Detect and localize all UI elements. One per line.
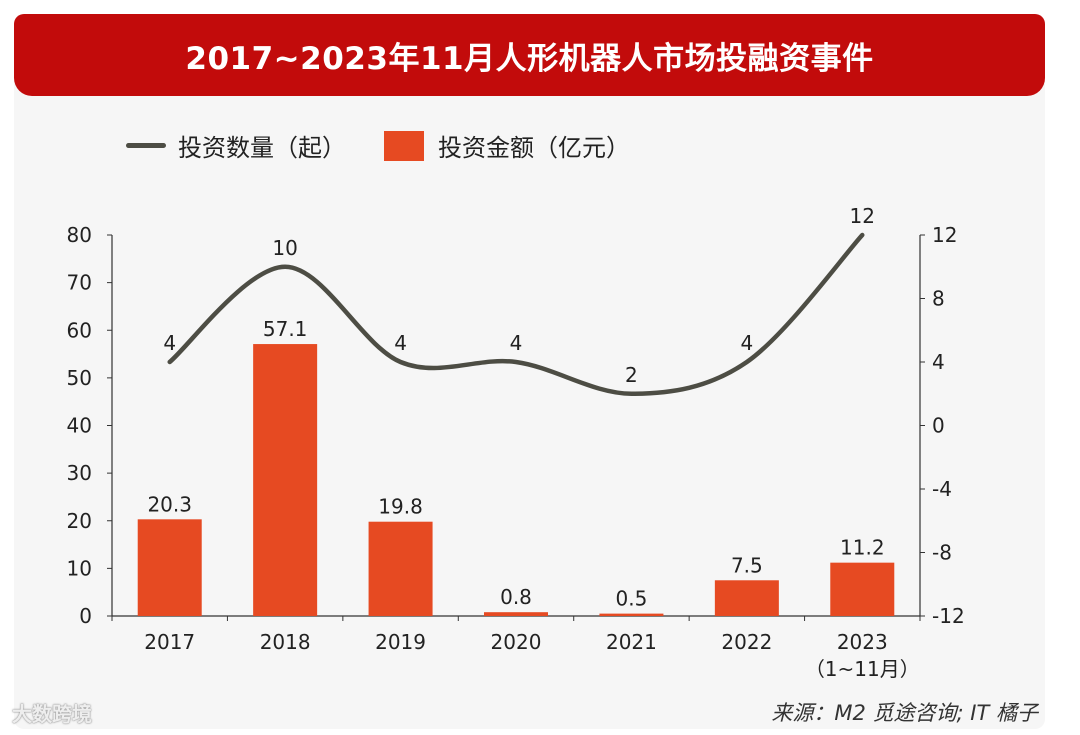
left-tick-label: 80	[67, 223, 92, 247]
bar	[368, 521, 433, 616]
bar	[830, 562, 895, 616]
x-tick-label: 2018	[260, 630, 311, 654]
right-tick-label: 12	[932, 223, 957, 247]
bar-value-label: 57.1	[263, 317, 308, 341]
left-tick-label: 40	[67, 414, 92, 438]
x-tick-label: 2022	[721, 630, 772, 654]
right-tick-label: 8	[932, 287, 945, 311]
line-value-label: 4	[163, 331, 176, 355]
bar	[714, 580, 779, 616]
line-value-label: 12	[850, 204, 875, 228]
right-tick-label: -12	[932, 604, 965, 628]
title-banner: 2017~2023年11月人形机器人市场投融资事件	[14, 14, 1045, 96]
x-tick-label: 2017	[144, 630, 195, 654]
left-tick-label: 0	[79, 604, 92, 628]
legend-bar-swatch	[384, 130, 424, 161]
line-value-label: 4	[740, 331, 753, 355]
x-tick-label: 2020	[491, 630, 542, 654]
bar-value-label: 0.8	[500, 585, 532, 609]
bar	[484, 612, 548, 616]
legend-line-swatch	[126, 143, 166, 148]
right-tick-label: 4	[932, 350, 945, 374]
x-tick-label: 2023	[837, 630, 888, 654]
bar-value-label: 19.8	[378, 495, 423, 519]
left-tick-label: 70	[67, 271, 92, 295]
left-tick-label: 20	[67, 509, 92, 533]
left-tick-label: 10	[67, 556, 92, 580]
watermark: 大数跨境	[12, 702, 92, 726]
source-note: 来源：M2 觅途咨询; IT 橘子	[771, 701, 1038, 725]
bar	[137, 519, 202, 616]
x-tick-label: 2019	[375, 630, 426, 654]
right-tick-label: -8	[932, 541, 952, 565]
right-tick-label: 0	[932, 414, 945, 438]
chart-title: 2017~2023年11月人形机器人市场投融资事件	[185, 40, 874, 77]
left-tick-label: 60	[67, 318, 92, 342]
bar-value-label: 7.5	[731, 553, 763, 577]
line-value-label: 10	[272, 236, 297, 260]
line-value-label: 2	[625, 363, 638, 387]
bar-value-label: 0.5	[616, 587, 648, 611]
bar	[253, 344, 318, 616]
left-tick-label: 50	[67, 366, 92, 390]
left-tick-label: 30	[67, 461, 92, 485]
line-value-label: 4	[510, 331, 523, 355]
line-value-label: 4	[394, 331, 407, 355]
legend-line-label: 投资数量（起）	[178, 134, 346, 162]
legend: 投资数量（起） 投资金额（亿元）	[126, 128, 630, 163]
bar-value-label: 11.2	[840, 536, 885, 560]
right-tick-label: -4	[932, 477, 952, 501]
legend-bar-label: 投资金额（亿元）	[438, 134, 630, 162]
x-tick-sublabel: （1~11月）	[805, 657, 920, 681]
x-tick-label: 2021	[606, 630, 657, 654]
bar	[599, 613, 664, 616]
bar-value-label: 20.3	[147, 492, 192, 516]
